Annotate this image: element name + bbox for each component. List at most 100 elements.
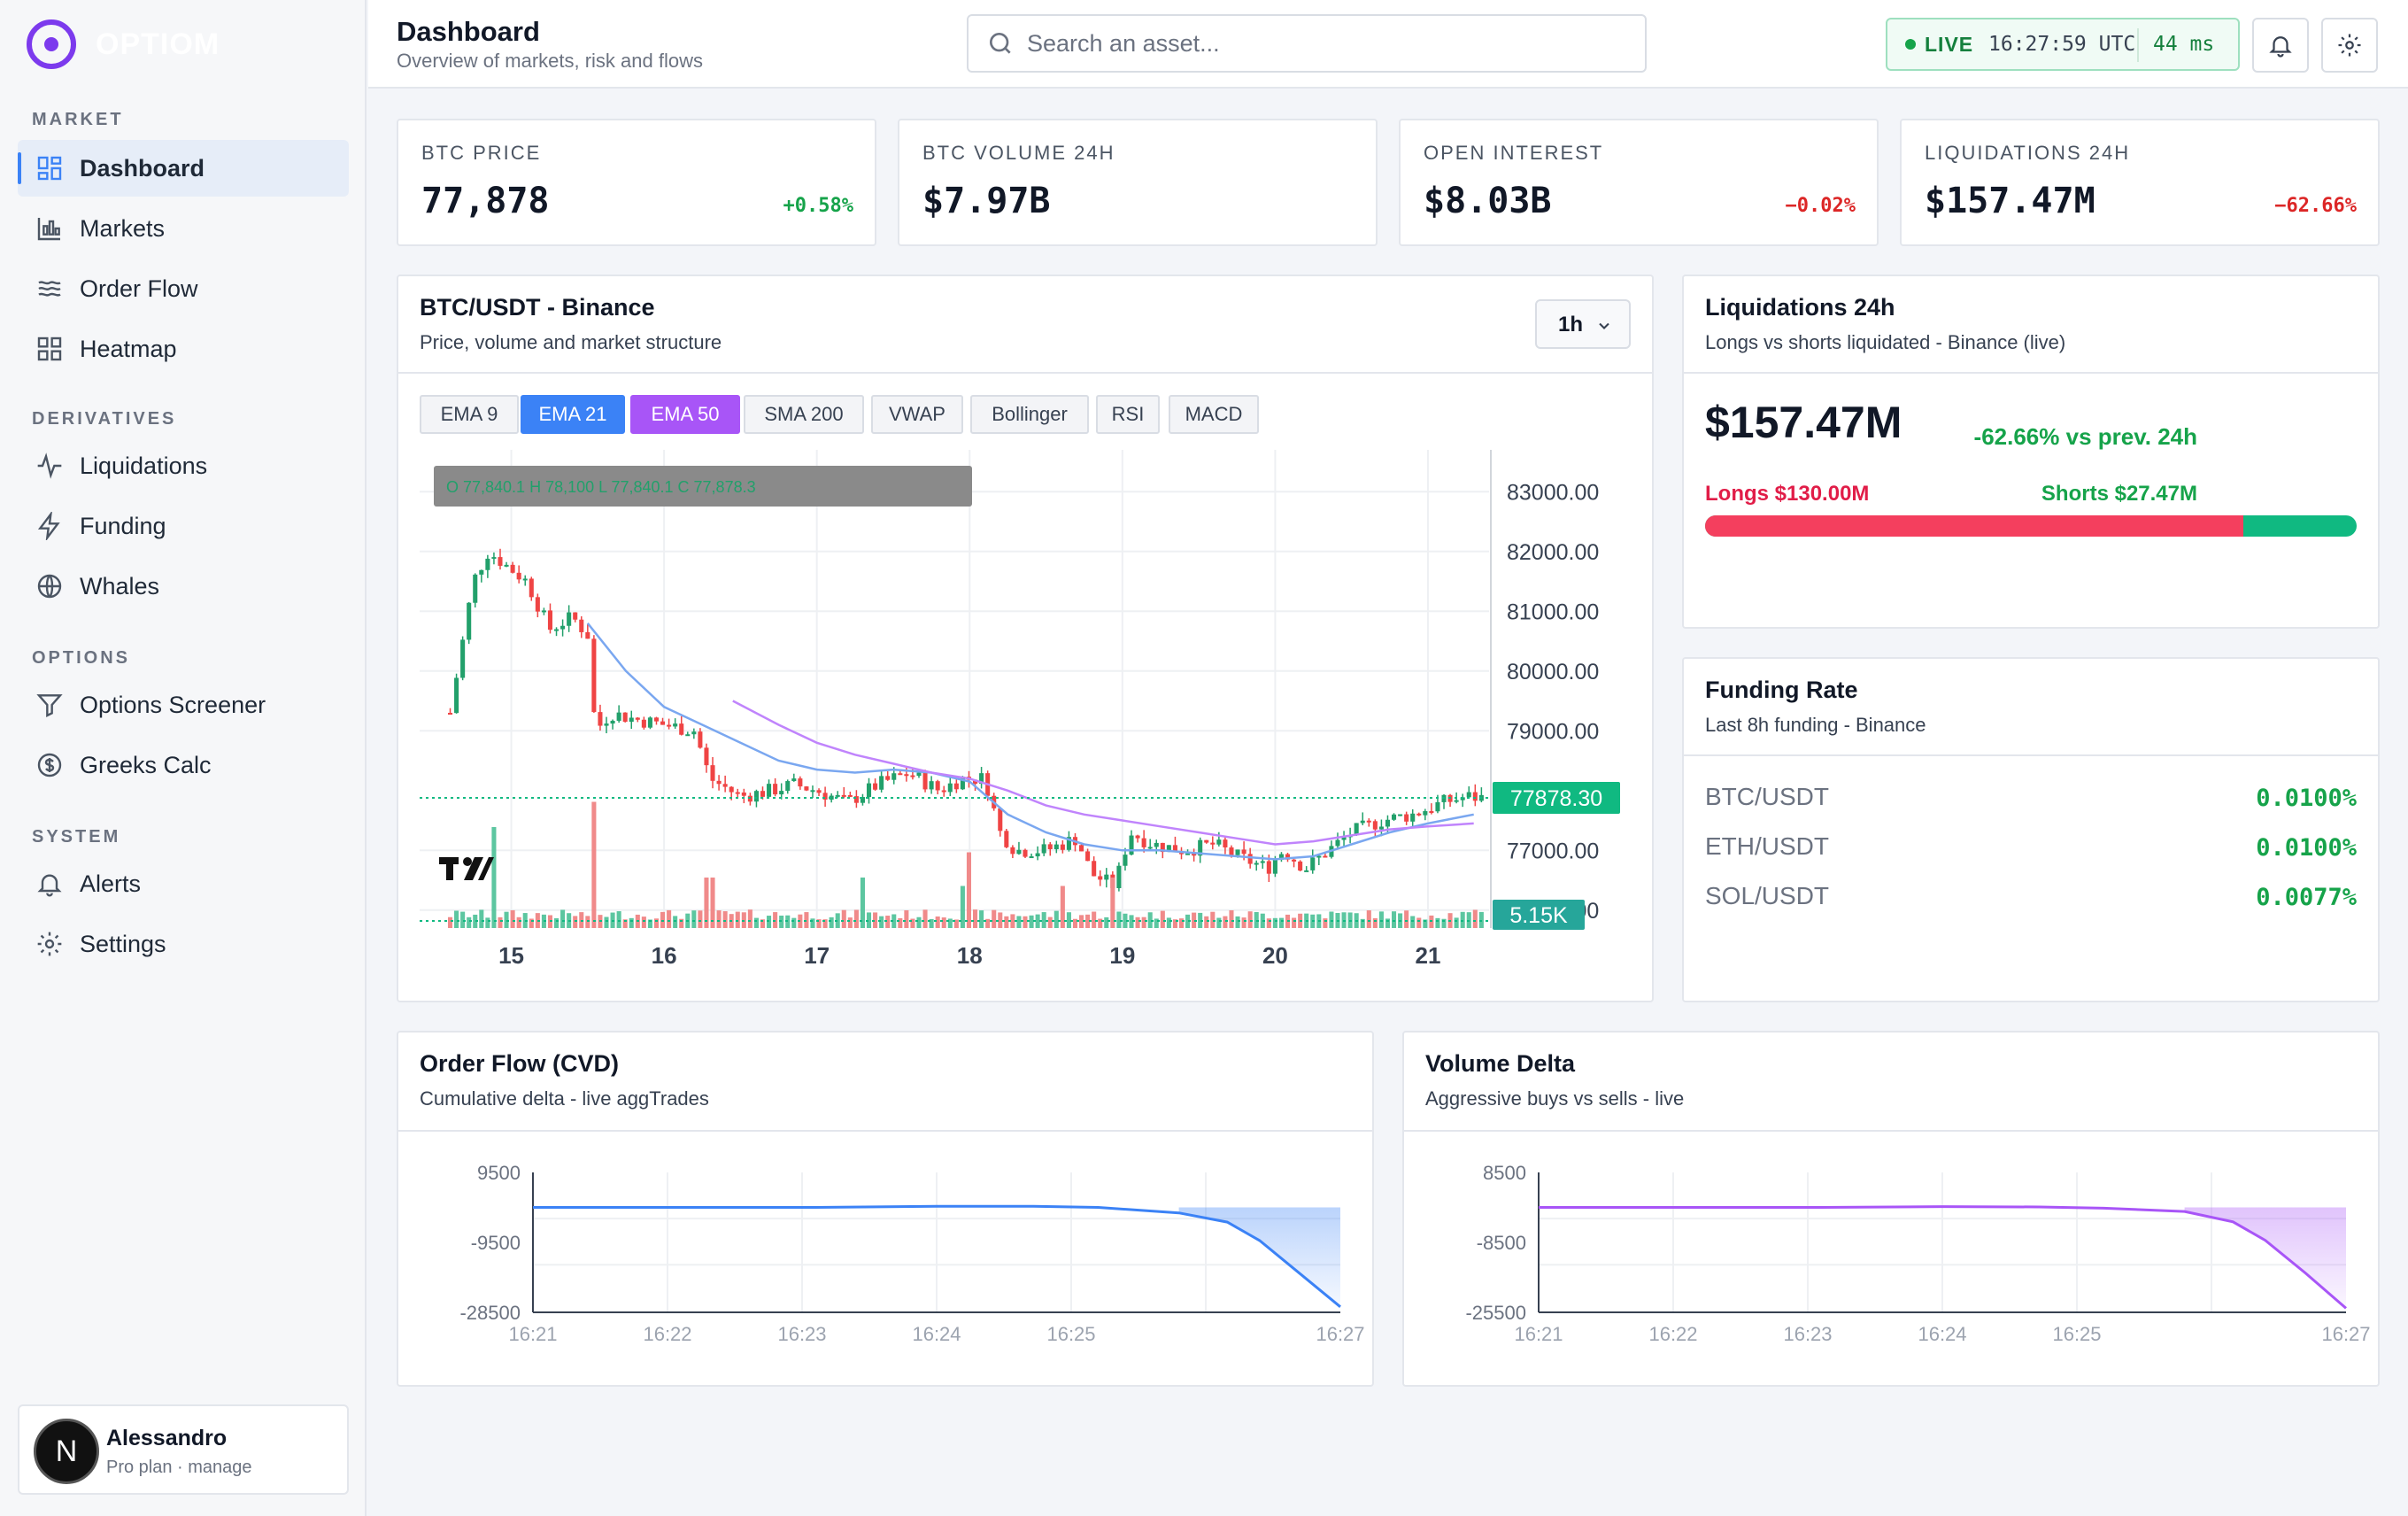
sidebar-item-funding[interactable]: Funding — [18, 498, 349, 554]
interval-select[interactable]: 1h — [1535, 299, 1631, 349]
volume-bar — [1404, 910, 1409, 928]
indicator-ema21[interactable]: EMA 21 — [521, 395, 625, 434]
candle — [579, 619, 584, 632]
volume-bar — [747, 909, 752, 928]
x-tick-label: 20 — [1262, 942, 1288, 969]
funding-symbol: SOL/USDT — [1705, 882, 1830, 909]
indicator-macd[interactable]: MACD — [1169, 395, 1259, 434]
volume-bar — [1323, 918, 1328, 928]
panel-subtitle: Cumulative delta - live aggTrades — [420, 1087, 709, 1110]
user-plan[interactable]: Pro plan · manage — [106, 1458, 252, 1477]
area-fill — [1178, 1207, 1340, 1307]
candle — [1010, 847, 1015, 855]
volume-bar — [510, 909, 515, 928]
x-tick-label: 21 — [1416, 942, 1441, 969]
divider — [2137, 28, 2139, 62]
sidebar-item-settings[interactable]: Settings — [18, 916, 349, 972]
volume-bar — [841, 909, 846, 928]
sidebar-item-markets[interactable]: Markets — [18, 200, 349, 257]
sidebar-item-options-screener[interactable]: Options Screener — [18, 677, 349, 733]
live-label: LIVE — [1925, 32, 1974, 56]
user-card[interactable]: N Alessandro Pro plan · manage — [18, 1404, 349, 1495]
candle — [610, 720, 615, 724]
page-subtitle: Overview of markets, risk and flows — [397, 50, 703, 72]
volume-bar — [1460, 911, 1465, 928]
candle — [635, 717, 640, 720]
candle — [554, 629, 560, 631]
settings-button[interactable] — [2321, 18, 2378, 73]
candle — [1423, 811, 1428, 816]
divider — [1684, 754, 2378, 756]
notifications-button[interactable] — [2252, 18, 2309, 73]
candle — [1079, 845, 1084, 852]
live-dot-icon — [1905, 39, 1916, 50]
panel-title: Order Flow (CVD) — [420, 1050, 620, 1077]
indicator-ema50[interactable]: EMA 50 — [630, 395, 740, 434]
candle — [1435, 801, 1440, 812]
indicator-bollinger[interactable]: Bollinger — [970, 395, 1089, 434]
indicator-sma200[interactable]: SMA 200 — [744, 395, 864, 434]
volume-bar — [1292, 917, 1297, 928]
volume-bar — [829, 917, 834, 928]
longs-shorts-bar — [1705, 515, 2357, 537]
candle — [922, 772, 928, 790]
candle — [473, 574, 478, 603]
sidebar-item-label: Markets — [80, 214, 166, 242]
candle — [1416, 813, 1422, 816]
volume-bar — [716, 910, 722, 928]
volume-bar — [1372, 917, 1378, 928]
candle — [779, 791, 784, 795]
liquidations-total: $157.47M — [1705, 398, 1902, 447]
sidebar-item-alerts[interactable]: Alerts — [18, 855, 349, 912]
x-tick-label: 16:23 — [1783, 1323, 1832, 1345]
sidebar-item-greeks-calc[interactable]: Greeks Calc — [18, 737, 349, 793]
price-chart[interactable]: 83000.00 82000.00 81000.00 80000.00 79000.00… — [420, 450, 1624, 983]
volume-bar — [1272, 917, 1277, 928]
search-box[interactable] — [967, 14, 1647, 73]
volume-bar — [1054, 910, 1059, 928]
section-label-options: OPTIONS — [32, 648, 131, 668]
volume-bar — [1123, 913, 1128, 928]
candle — [641, 719, 646, 728]
y-tick-label: 83000.00 — [1507, 480, 1599, 505]
candle — [1098, 876, 1103, 880]
panel-subtitle: Aggressive buys vs sells - live — [1425, 1087, 1685, 1110]
filter-icon — [36, 694, 63, 717]
indicator-rsi[interactable]: RSI — [1096, 395, 1160, 434]
brand[interactable]: OPTIOM — [27, 19, 220, 69]
volume-bar — [1178, 918, 1185, 928]
volume-bar — [498, 917, 503, 928]
indicator-vwap[interactable]: VWAP — [871, 395, 963, 434]
candle — [1323, 855, 1328, 858]
candle — [1378, 826, 1384, 830]
candle — [485, 558, 490, 570]
candle — [567, 612, 572, 626]
volume-bar — [1141, 917, 1146, 928]
sidebar-item-dashboard[interactable]: Dashboard — [18, 140, 349, 197]
stat-value: $8.03B — [1424, 181, 1552, 221]
section-label-derivatives: DERIVATIVES — [32, 409, 177, 429]
sidebar-item-heatmap[interactable]: Heatmap — [18, 321, 349, 377]
x-tick-label: 16:23 — [777, 1323, 826, 1345]
candle — [541, 610, 546, 613]
sidebar-item-order-flow[interactable]: Order Flow — [18, 260, 349, 317]
brand-name: OPTIOM — [96, 27, 220, 61]
volume-bar — [1098, 918, 1103, 928]
sidebar-item-liquidations[interactable]: Liquidations — [18, 437, 349, 494]
candle — [1241, 849, 1246, 855]
gear-icon — [2338, 34, 2361, 57]
volume-bar — [966, 852, 972, 928]
volume-bar — [873, 912, 878, 928]
candle — [516, 572, 521, 580]
candle — [729, 786, 734, 793]
search-input[interactable] — [1027, 26, 1629, 61]
volume-bar — [960, 886, 965, 928]
volume-bar — [1066, 912, 1071, 928]
x-tick-label: 16:21 — [508, 1323, 557, 1345]
stat-value: 77,878 — [421, 181, 550, 221]
sidebar-item-whales[interactable]: Whales — [18, 558, 349, 615]
indicator-ema9[interactable]: EMA 9 — [420, 395, 519, 434]
volume-bar — [1392, 911, 1397, 928]
